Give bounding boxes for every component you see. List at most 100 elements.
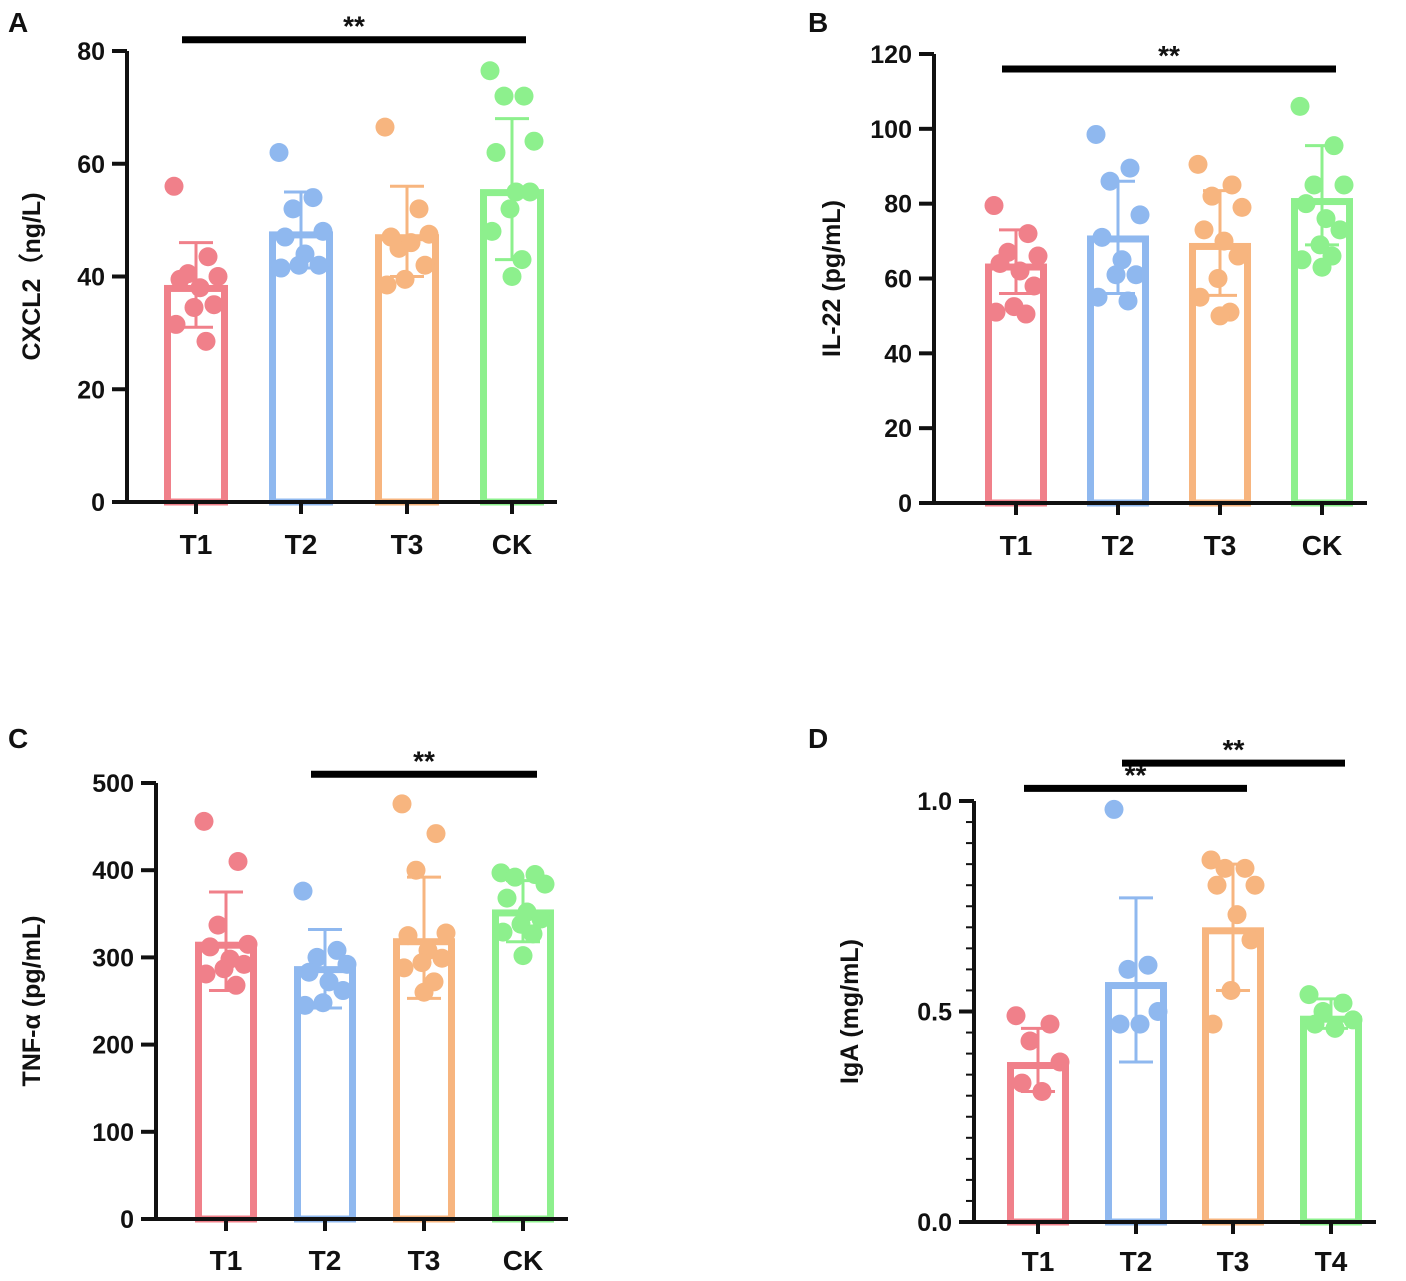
data-point [194, 811, 214, 831]
data-point [1310, 235, 1330, 255]
data-point [414, 982, 434, 1002]
panel-b: B T1 T2 T3 CK 0 20 40 60 80 100 120 IL-22 (pg/mL) ** [808, 7, 1367, 561]
data-point [502, 267, 522, 286]
data-point [500, 199, 520, 219]
data-point [269, 142, 289, 162]
data-point [1312, 257, 1332, 277]
data-point [1006, 1006, 1026, 1026]
x-tick-label: T1 [210, 1245, 243, 1276]
data-point [1292, 250, 1312, 270]
data-point [283, 199, 303, 219]
data-point [313, 221, 333, 241]
y-axis-title: IgA (mg/mL) [836, 939, 864, 1084]
significance-label: ** [413, 745, 435, 776]
data-point [1110, 1014, 1130, 1034]
data-point [289, 255, 309, 275]
data-point [1330, 220, 1350, 240]
data-point [1010, 261, 1030, 281]
data-point [398, 926, 418, 946]
data-point [1112, 250, 1132, 270]
data-point [1020, 1031, 1040, 1051]
data-point [1221, 980, 1241, 1000]
data-point [531, 909, 551, 929]
data-point [170, 269, 190, 289]
data-point [208, 267, 228, 286]
y-tick-label: 80 [884, 191, 912, 219]
data-point [1304, 175, 1324, 195]
data-point [327, 940, 347, 960]
data-point [1106, 265, 1126, 285]
data-point [1325, 1018, 1345, 1038]
panel-a: A T1 T2 T3 CK 0 20 40 60 80 CXCL2（ng/L) ** [8, 7, 557, 560]
data-point [419, 224, 439, 244]
significance-label: ** [1125, 759, 1147, 790]
data-point [1228, 246, 1248, 266]
panel-letter: C [8, 723, 28, 754]
data-point [1290, 96, 1310, 116]
data-point [275, 227, 295, 247]
data-point [497, 888, 517, 908]
data-point [1040, 1014, 1060, 1034]
panel-letter: D [808, 723, 828, 754]
y-tick-label: 0 [898, 490, 912, 518]
data-point [505, 867, 525, 887]
significance-label: ** [343, 11, 365, 42]
data-point [164, 176, 184, 196]
data-point [1210, 306, 1230, 326]
data-point [196, 964, 216, 984]
data-point [1190, 287, 1210, 307]
data-point [986, 302, 1006, 322]
data-point [1202, 186, 1222, 206]
data-point [432, 948, 452, 968]
data-point [208, 915, 228, 935]
data-point [482, 221, 502, 241]
data-point [514, 86, 534, 106]
data-point [1214, 231, 1234, 251]
data-point [409, 199, 429, 219]
data-point [1316, 209, 1336, 229]
data-point [1092, 227, 1112, 247]
data-point [415, 255, 435, 275]
data-point [271, 258, 291, 278]
x-tick-label: CK [503, 1245, 543, 1276]
data-point [333, 981, 353, 1001]
data-point [990, 254, 1010, 274]
data-point [166, 314, 186, 334]
y-tick-label: 1.0 [917, 788, 952, 816]
data-point [1296, 194, 1316, 214]
data-point [184, 298, 204, 318]
y-tick-label: 0.5 [917, 999, 952, 1027]
y-tick-label: 0 [120, 1206, 134, 1234]
data-point [494, 86, 514, 106]
y-tick-label: 500 [92, 770, 134, 798]
data-point [1088, 287, 1108, 307]
bar-t4 [1300, 1015, 1362, 1226]
data-point [1299, 985, 1319, 1005]
y-tick-label: 40 [884, 340, 912, 368]
data-point [1138, 955, 1158, 975]
data-point [984, 196, 1004, 216]
data-point [1208, 269, 1228, 288]
x-tick-label: T3 [1204, 530, 1237, 561]
y-tick-label: 200 [92, 1032, 134, 1060]
data-point [214, 959, 234, 979]
data-point [303, 188, 323, 208]
data-point [337, 954, 357, 974]
data-point [1130, 1014, 1150, 1034]
y-tick-label: 60 [884, 266, 912, 294]
y-tick-label: 120 [870, 41, 912, 69]
data-point [1118, 291, 1138, 311]
y-tick-label: 0.0 [917, 1209, 952, 1237]
data-point [307, 947, 327, 967]
x-tick-label: T3 [391, 529, 424, 560]
x-tick-label: T2 [1102, 530, 1135, 561]
data-point [1126, 265, 1146, 285]
x-tick-label: T3 [408, 1245, 441, 1276]
panel-letter: A [8, 7, 28, 38]
data-point [198, 247, 218, 267]
data-point [436, 923, 456, 943]
data-point [313, 993, 333, 1013]
data-point [1227, 905, 1247, 925]
data-point [513, 946, 533, 966]
